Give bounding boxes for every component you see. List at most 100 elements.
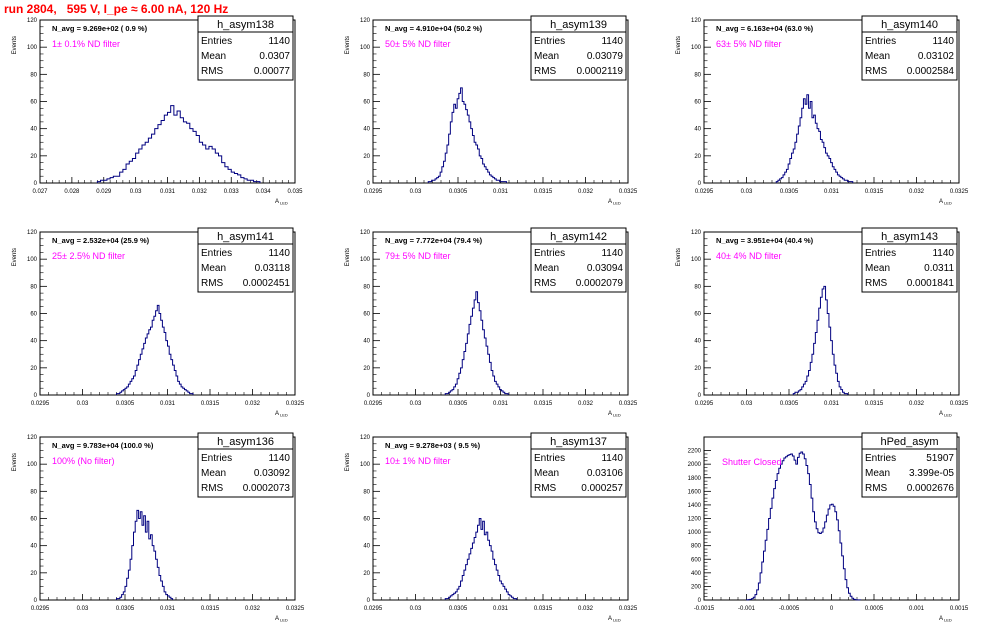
histogram-line bbox=[116, 304, 194, 395]
y-tick-label: 80 bbox=[30, 72, 37, 78]
stats-box bbox=[197, 227, 294, 293]
y-tick-label: 40 bbox=[30, 127, 37, 133]
stats-label-rms: RMS bbox=[201, 483, 224, 494]
histogram-name: h_asym142 bbox=[550, 231, 607, 243]
x-tick-label: 0.027 bbox=[32, 189, 48, 195]
x-tick-label: 0.0295 bbox=[364, 189, 383, 195]
x-tick-label: 0.03 bbox=[77, 606, 89, 612]
x-tick-label: 0.03 bbox=[741, 189, 753, 195]
y-tick-label: 60 bbox=[363, 100, 370, 106]
y-tick-label: 60 bbox=[694, 100, 701, 106]
x-tick-label: 0.0305 bbox=[449, 189, 468, 195]
histogram-name: h_asym136 bbox=[217, 436, 274, 448]
x-tick-label: 0.0295 bbox=[31, 606, 50, 612]
histogram-panel-h_asym143: 0.0295 0.03 0.0305 0.031 0.0315 0.032 0.0325 0 2… bbox=[676, 227, 969, 418]
y-tick-label: 40 bbox=[363, 127, 370, 133]
navg-label: N_avg = 9.269e+02 ( 0.9 %) bbox=[52, 24, 148, 33]
y-tick-label: 0 bbox=[698, 598, 702, 604]
y-tick-label: 80 bbox=[694, 72, 701, 78]
x-tick-label: 0.035 bbox=[287, 189, 303, 195]
x-tick-label: 0.0305 bbox=[449, 606, 468, 612]
y-axis-title: Events bbox=[345, 36, 351, 54]
x-tick-label: 0.03 bbox=[410, 606, 422, 612]
histogram-name: h_asym139 bbox=[550, 19, 607, 31]
y-axis-title: Events bbox=[345, 248, 351, 266]
x-tick-label: 0.0315 bbox=[865, 401, 884, 407]
filter-note: 1± 0.1% ND filter bbox=[52, 39, 120, 49]
y-tick-label: 1000 bbox=[688, 530, 702, 536]
y-tick-label: 0 bbox=[698, 393, 702, 399]
y-tick-label: 800 bbox=[691, 544, 702, 550]
x-tick-label: 0.03 bbox=[741, 401, 753, 407]
x-tick-label: 0.03 bbox=[410, 401, 422, 407]
y-tick-label: 60 bbox=[30, 312, 37, 318]
navg-label: N_avg = 4.910e+04 (50.2 %) bbox=[385, 24, 483, 33]
histogram-line bbox=[96, 105, 261, 183]
y-tick-label: 120 bbox=[360, 435, 371, 441]
histogram-name: h_asym141 bbox=[217, 231, 274, 243]
y-tick-label: 20 bbox=[363, 366, 370, 372]
x-tick-label: 0.031 bbox=[493, 189, 509, 195]
y-tick-label: 20 bbox=[694, 154, 701, 160]
y-tick-label: 60 bbox=[363, 312, 370, 318]
stats-label-rms: RMS bbox=[534, 278, 557, 289]
y-tick-label: 120 bbox=[691, 18, 702, 24]
y-tick-label: 40 bbox=[30, 339, 37, 345]
y-tick-label: 20 bbox=[30, 154, 37, 160]
y-tick-label: 100 bbox=[27, 45, 38, 51]
histogram-name: h_asym140 bbox=[881, 19, 938, 31]
y-tick-label: 100 bbox=[360, 257, 371, 263]
y-tick-label: 20 bbox=[363, 571, 370, 577]
x-axis-title: ALED bbox=[939, 616, 952, 622]
stats-value-mean: 0.03092 bbox=[254, 468, 291, 479]
stats-value-entries: 1140 bbox=[268, 36, 290, 47]
stats-label-rms: RMS bbox=[534, 66, 557, 77]
x-tick-label: 0.031 bbox=[160, 189, 176, 195]
y-tick-label: 80 bbox=[30, 489, 37, 495]
x-tick-label: 0.0315 bbox=[534, 189, 553, 195]
stats-label-mean: Mean bbox=[201, 468, 226, 479]
x-tick-label: -0.0015 bbox=[694, 606, 715, 612]
x-tick-label: 0.0315 bbox=[865, 189, 884, 195]
x-tick-label: 0.0295 bbox=[364, 606, 383, 612]
stats-value-mean: 0.03094 bbox=[587, 263, 624, 274]
y-axis-title: Events bbox=[12, 36, 18, 54]
y-tick-label: 20 bbox=[30, 571, 37, 577]
x-tick-label: 0.032 bbox=[245, 606, 261, 612]
histogram-line bbox=[775, 94, 854, 183]
x-tick-label: 0.031 bbox=[824, 189, 840, 195]
stats-value-entries: 51907 bbox=[926, 453, 954, 464]
stats-label-mean: Mean bbox=[201, 51, 226, 62]
y-tick-label: 40 bbox=[363, 339, 370, 345]
stats-label-entries: Entries bbox=[201, 36, 232, 47]
stats-value-entries: 1140 bbox=[268, 453, 290, 464]
x-tick-label: 0.032 bbox=[192, 189, 208, 195]
stats-value-entries: 1140 bbox=[601, 248, 623, 259]
stats-value-entries: 1140 bbox=[932, 248, 954, 259]
stats-value-rms: 0.000257 bbox=[581, 483, 623, 494]
y-tick-label: 120 bbox=[27, 18, 38, 24]
stats-label-mean: Mean bbox=[865, 263, 890, 274]
histogram-name: h_asym137 bbox=[550, 436, 607, 448]
y-tick-label: 0 bbox=[34, 181, 38, 187]
stats-value-entries: 1140 bbox=[601, 36, 623, 47]
filter-note: 100% (No filter) bbox=[52, 456, 115, 466]
y-tick-label: 60 bbox=[30, 517, 37, 523]
x-tick-label: 0.032 bbox=[909, 401, 925, 407]
stats-label-mean: Mean bbox=[201, 263, 226, 274]
stats-value-rms: 0.0002676 bbox=[907, 483, 955, 494]
stats-label-entries: Entries bbox=[201, 453, 232, 464]
y-tick-label: 20 bbox=[30, 366, 37, 372]
y-tick-label: 400 bbox=[691, 571, 702, 577]
x-tick-label: -0.001 bbox=[738, 606, 756, 612]
x-tick-label: 0.031 bbox=[824, 401, 840, 407]
x-tick-label: 0.0295 bbox=[31, 401, 50, 407]
stats-label-mean: Mean bbox=[865, 468, 890, 479]
y-tick-label: 0 bbox=[367, 598, 371, 604]
x-axis-title: ALED bbox=[939, 411, 952, 418]
y-tick-label: 100 bbox=[27, 462, 38, 468]
x-tick-label: 0.0005 bbox=[865, 606, 884, 612]
x-tick-label: 0.034 bbox=[256, 189, 272, 195]
y-tick-label: 120 bbox=[360, 230, 371, 236]
